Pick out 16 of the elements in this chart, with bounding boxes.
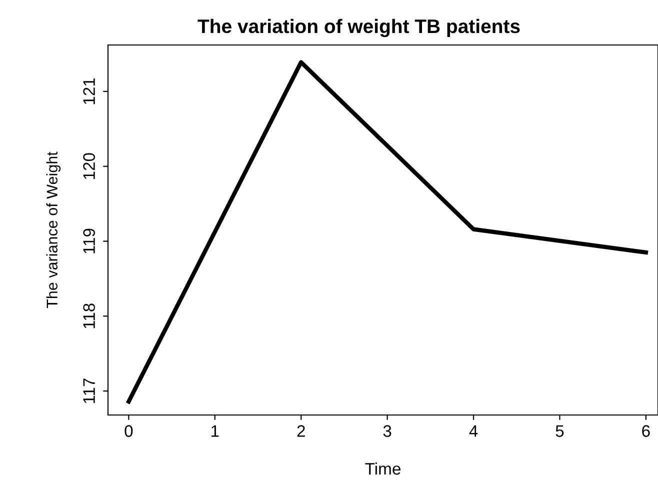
x-tick-label: 2: [297, 425, 305, 437]
y-tick-label: 118: [83, 304, 95, 328]
x-tick-label: 1: [212, 425, 219, 437]
x-tick-label: 4: [469, 425, 478, 437]
y-tick-label: 117: [83, 378, 95, 404]
chart-title: The variation of weight TB patients: [198, 18, 520, 38]
line-series: [126, 60, 648, 404]
x-tick-label: 0: [124, 425, 133, 437]
y-tick-label: 119: [83, 228, 95, 254]
y-axis-title: The variance of Weight: [46, 152, 61, 308]
x-tick-label: 6: [642, 425, 650, 437]
x-tick-label: 5: [556, 425, 564, 437]
y-tick-label: 120: [83, 153, 95, 179]
x-tick-label: 3: [383, 425, 392, 437]
y-tick-label: 121: [83, 78, 95, 104]
x-axis-title: Time: [365, 462, 400, 475]
